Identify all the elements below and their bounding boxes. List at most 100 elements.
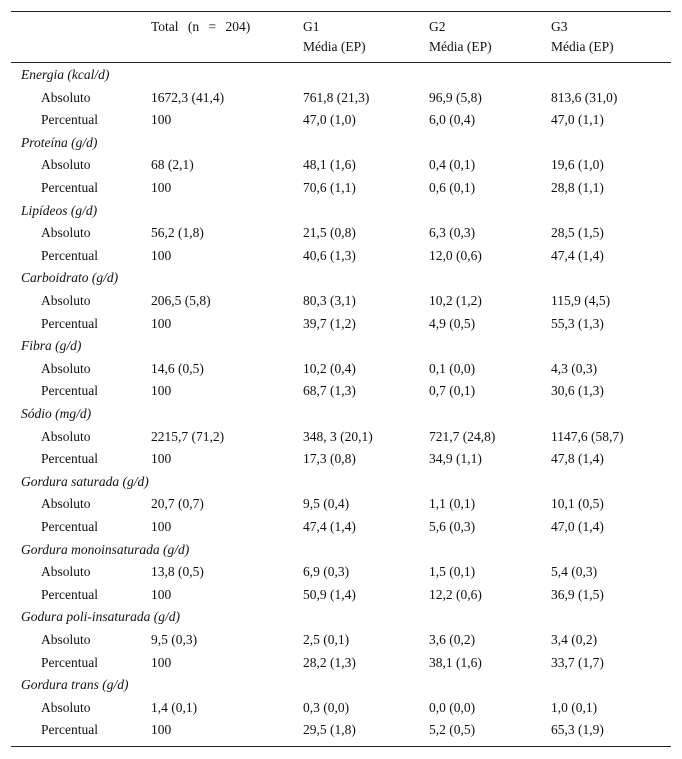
section-title: Godura poli-insaturada (g/d)	[21, 609, 181, 625]
cell-value: 100	[151, 180, 172, 195]
row-label: Absoluto	[41, 428, 91, 444]
header-group: G2	[429, 19, 446, 34]
cell-value: 30,6 (1,3)	[551, 383, 604, 399]
cell-value: 100	[151, 519, 172, 534]
cell-value: 47,0 (1,1)	[551, 112, 604, 128]
cell-value: 96,9 (5,8)	[429, 89, 482, 105]
section-title: Carboidrato (g/d)	[21, 270, 119, 286]
cell-value: 28,2 (1,3)	[303, 654, 356, 670]
header-group: G3	[551, 19, 568, 34]
cell-value: 65,3 (1,9)	[551, 722, 604, 738]
cell-value: 47,0 (1,4)	[551, 519, 604, 534]
cell-value: 100	[151, 451, 172, 467]
cell-value: 0,7 (0,1)	[429, 383, 476, 399]
cell-value: 2215,7 (71,2)	[151, 428, 225, 444]
row-label: Percentual	[41, 722, 98, 738]
cell-value: 12,0 (0,6)	[429, 247, 482, 263]
row-label: Percentual	[41, 383, 98, 399]
row-label: Percentual	[41, 315, 98, 331]
row-label: Percentual	[41, 519, 98, 534]
cell-value: 4,3 (0,3)	[551, 360, 598, 376]
cell-value: 21,5 (0,8)	[303, 225, 356, 241]
cell-value: 6,0 (0,4)	[429, 112, 476, 128]
cell-value: 0,3 (0,0)	[303, 699, 350, 715]
row-label: Percentual	[41, 247, 98, 263]
cell-value: 40,6 (1,3)	[303, 247, 356, 263]
cell-value: 115,9 (4,5)	[551, 293, 611, 308]
cell-value: 1147,6 (58,7)	[551, 428, 624, 444]
cell-value: 1672,3 (41,4)	[151, 89, 225, 105]
row-label: Absoluto	[41, 699, 91, 715]
cell-value: 0,4 (0,1)	[429, 157, 476, 173]
cell-value: 3,4 (0,2)	[551, 632, 598, 647]
cell-value: 55,3 (1,3)	[551, 315, 604, 331]
cell-value: 0,0 (0,0)	[429, 699, 476, 715]
bottom-rule	[11, 746, 671, 747]
cell-value: 1,5 (0,1)	[429, 564, 476, 580]
cell-value: 47,8 (1,4)	[551, 451, 604, 467]
row-label: Absoluto	[41, 360, 91, 376]
cell-value: 12,2 (0,6)	[429, 586, 482, 602]
header-total: Total (n = 204)	[151, 19, 251, 34]
cell-value: 100	[151, 586, 172, 602]
cell-value: 813,6 (31,0)	[551, 89, 618, 105]
cell-value: 19,6 (1,0)	[551, 157, 604, 173]
cell-value: 68,7 (1,3)	[303, 383, 356, 399]
row-label: Absoluto	[41, 157, 91, 173]
cell-value: 4,9 (0,5)	[429, 315, 476, 331]
section-title: Fibra (g/d)	[21, 338, 82, 354]
cell-value: 29,5 (1,8)	[303, 722, 356, 738]
cell-value: 5,2 (0,5)	[429, 722, 476, 738]
cell-value: 0,1 (0,0)	[429, 360, 476, 376]
cell-value: 68 (2,1)	[151, 157, 194, 173]
cell-value: 6,3 (0,3)	[429, 225, 476, 241]
cell-value: 33,7 (1,7)	[551, 654, 604, 670]
cell-value: 28,5 (1,5)	[551, 225, 604, 241]
cell-value: 47,4 (1,4)	[303, 519, 356, 534]
cell-value: 5,4 (0,3)	[551, 564, 598, 580]
cell-value: 100	[151, 112, 172, 128]
row-label: Percentual	[41, 654, 98, 670]
cell-value: 1,0 (0,1)	[551, 699, 598, 715]
cell-value: 14,6 (0,5)	[151, 360, 204, 376]
header-stat: Média (EP)	[551, 39, 614, 54]
cell-value: 100	[151, 383, 172, 399]
cell-value: 761,8 (21,3)	[303, 89, 370, 105]
header-group: G1	[303, 19, 320, 34]
row-label: Absoluto	[41, 632, 91, 647]
cell-value: 100	[151, 654, 172, 670]
cell-value: 56,2 (1,8)	[151, 225, 204, 241]
cell-value: 80,3 (3,1)	[303, 293, 356, 308]
cell-value: 17,3 (0,8)	[303, 451, 356, 467]
header-stat: Média (EP)	[429, 39, 492, 54]
section-title: Proteína (g/d)	[21, 134, 98, 150]
cell-value: 1,1 (0,1)	[429, 496, 476, 512]
row-label: Absoluto	[41, 293, 91, 308]
cell-value: 5,6 (0,3)	[429, 519, 476, 534]
cell-value: 3,6 (0,2)	[429, 632, 476, 647]
cell-value: 6,9 (0,3)	[303, 564, 350, 580]
row-label: Percentual	[41, 112, 98, 128]
cell-value: 70,6 (1,1)	[303, 180, 356, 195]
row-label: Percentual	[41, 586, 98, 602]
cell-value: 38,1 (1,6)	[429, 654, 482, 670]
header-stat: Média (EP)	[303, 39, 366, 54]
row-label: Percentual	[41, 451, 98, 467]
row-label: Absoluto	[41, 89, 91, 105]
cell-value: 1,4 (0,1)	[151, 699, 198, 715]
cell-value: 48,1 (1,6)	[303, 157, 356, 173]
cell-value: 100	[151, 247, 172, 263]
section-title: Lipídeos (g/d)	[21, 202, 98, 218]
cell-value: 47,4 (1,4)	[551, 247, 604, 263]
section-title: Gordura monoinsaturada (g/d)	[21, 541, 190, 557]
cell-value: 206,5 (5,8)	[151, 293, 211, 308]
section-title: Gordura saturada (g/d)	[21, 473, 149, 489]
cell-value: 2,5 (0,1)	[303, 632, 350, 647]
cell-value: 36,9 (1,5)	[551, 586, 604, 602]
cell-value: 9,5 (0,3)	[151, 632, 198, 647]
row-label: Absoluto	[41, 564, 91, 580]
cell-value: 100	[151, 315, 172, 331]
section-title: Energia (kcal/d)	[21, 67, 110, 82]
cell-value: 50,9 (1,4)	[303, 586, 356, 602]
